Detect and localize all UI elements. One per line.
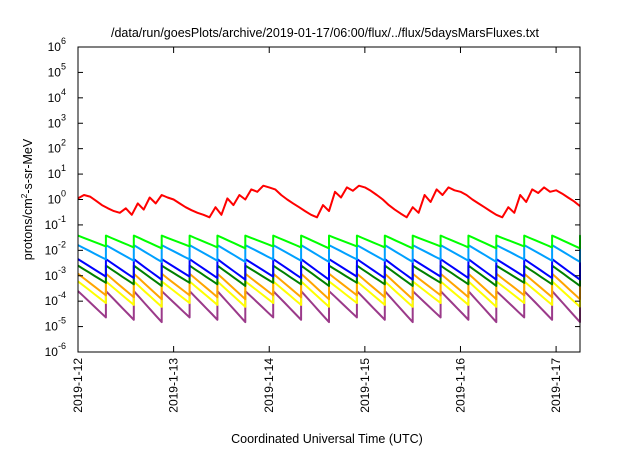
y-tick-label: 10-6 — [45, 341, 66, 359]
x-tick-label: 2019-1-13 — [167, 358, 181, 413]
series-line — [77, 184, 581, 219]
x-tick-label: 2019-1-16 — [453, 358, 467, 413]
series-line — [77, 290, 581, 324]
x-tick-label: 2019-1-15 — [358, 358, 372, 413]
series-layer — [77, 184, 581, 324]
series-line — [77, 264, 581, 287]
series-line — [77, 244, 581, 263]
x-axis-label: Coordinated Universal Time (UTC) — [231, 432, 423, 446]
y-tick-label: 103 — [48, 112, 66, 130]
y-tick-label: 104 — [48, 87, 66, 105]
y-axis-label: protons/cm2-s-sr-MeV — [19, 138, 35, 260]
y-tick-label: 102 — [48, 138, 66, 156]
y-tick-label: 106 — [48, 36, 66, 54]
y-tick-label: 100 — [48, 189, 66, 207]
plot-frame — [77, 46, 581, 353]
y-tick-label: 10-1 — [45, 214, 66, 232]
y-tick-label: 10-5 — [45, 316, 66, 334]
y-tick-label: 10-3 — [45, 265, 66, 283]
y-axis-label-superscript: 2 — [19, 193, 29, 198]
y-tick-label: 10-4 — [45, 290, 66, 308]
y-tick-label: 10-2 — [45, 239, 66, 257]
axis-layer: 10-6 10-5 10-4 10-3 10-2 10-1 100 101 102 103 104 1… — [45, 36, 580, 413]
chart-title: /data/run/goesPlots/archive/2019-01-17/0… — [111, 26, 540, 40]
series-line — [77, 280, 581, 308]
x-tick-label: 2019-1-12 — [71, 358, 85, 413]
x-tick-label: 2019-1-17 — [549, 358, 563, 413]
y-axis-label-main: protons/cm — [21, 198, 35, 260]
series-line — [77, 234, 581, 250]
y-tick-label: 105 — [48, 61, 66, 79]
y-axis-label-tail: -s-sr-MeV — [21, 138, 35, 194]
series-line — [77, 272, 581, 301]
series-line — [77, 258, 581, 281]
y-tick-label: 101 — [48, 163, 66, 181]
x-tick-label: 2019-1-14 — [262, 358, 276, 413]
